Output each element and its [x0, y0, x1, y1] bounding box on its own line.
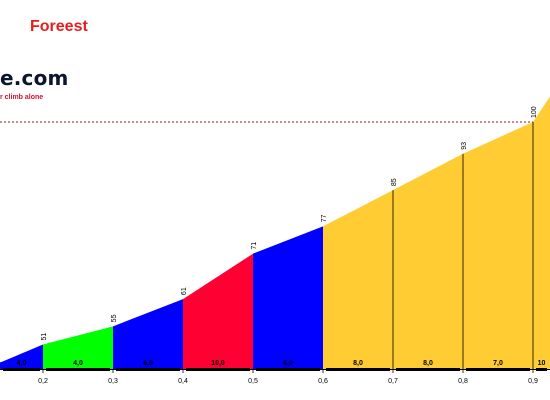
elevation-label-5: 85: [391, 178, 398, 186]
x-tick-label-5: 0,7: [388, 378, 398, 385]
segment-bar-5: [326, 368, 390, 371]
segment-bar-7: [466, 368, 530, 371]
segment-bar-8: [536, 368, 547, 371]
segment-2: [113, 299, 183, 369]
segment-gradient-label-1: 4,0: [73, 360, 83, 367]
segment-gradient-label-2: 6,0: [143, 360, 153, 367]
segment-4: [253, 226, 323, 369]
x-tick-label-3: 0,5: [248, 378, 258, 385]
chart-title: Foreest: [30, 18, 88, 35]
elevation-label-6: 93: [461, 142, 468, 150]
segment-7: [463, 122, 533, 369]
x-tick-label-2: 0,4: [178, 378, 188, 385]
segment-gradient-label-3: 10,0: [211, 360, 225, 367]
site-tagline: r climb alone: [0, 94, 44, 101]
segment-gradient-label-6: 8,0: [423, 360, 433, 367]
segment-bar-4: [256, 368, 320, 371]
site-logo-text: e.com: [0, 66, 69, 90]
elevation-label-4: 77: [321, 215, 328, 223]
segment-bar-2: [116, 368, 180, 371]
segment-5: [323, 190, 393, 369]
x-tick-label-0: 0,2: [38, 378, 48, 385]
elevation-label-3: 71: [251, 242, 258, 250]
elevation-label-7: 100: [531, 106, 538, 118]
elevation-label-0: 51: [41, 333, 48, 341]
segment-gradient-label-8: 10: [538, 360, 546, 367]
segment-gradient-label-5: 8,0: [353, 360, 363, 367]
x-tick-label-7: 0,9: [528, 378, 538, 385]
segment-8: [533, 96, 550, 369]
segment-3: [183, 253, 253, 369]
x-tick-label-6: 0,8: [458, 378, 468, 385]
segment-bar-1: [46, 368, 110, 371]
segment-1: [43, 326, 113, 369]
segment-6: [393, 153, 463, 369]
segment-gradient-label-7: 7,0: [493, 360, 503, 367]
segment-0: [0, 344, 43, 369]
segment-gradient-label-4: 6,0: [283, 360, 293, 367]
segment-bar-0: [3, 368, 40, 371]
segment-bar-6: [396, 368, 460, 371]
x-tick-label-1: 0,3: [108, 378, 118, 385]
x-tick-label-4: 0,6: [318, 378, 328, 385]
elevation-label-1: 55: [111, 314, 118, 322]
elevation-label-2: 61: [181, 287, 188, 295]
segment-gradient-label-0: 4,0: [17, 360, 27, 367]
segment-bar-3: [186, 368, 250, 371]
